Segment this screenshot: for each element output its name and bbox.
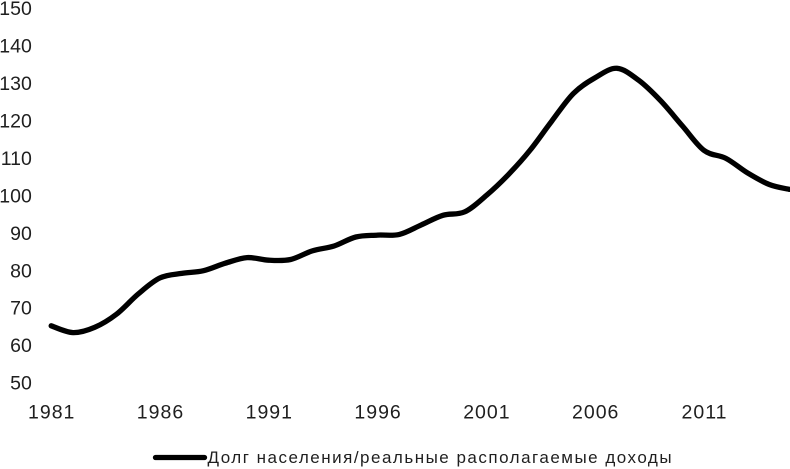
svg-text:120: 120 xyxy=(0,110,32,132)
svg-text:100: 100 xyxy=(0,185,32,207)
svg-text:110: 110 xyxy=(1,148,32,170)
svg-text:2001: 2001 xyxy=(463,402,510,424)
svg-text:70: 70 xyxy=(10,298,32,320)
svg-text:1981: 1981 xyxy=(28,402,75,424)
svg-text:2006: 2006 xyxy=(572,402,619,424)
svg-text:1986: 1986 xyxy=(137,402,184,424)
svg-text:130: 130 xyxy=(0,73,32,95)
svg-text:60: 60 xyxy=(10,335,32,357)
svg-text:50: 50 xyxy=(10,373,32,395)
svg-text:140: 140 xyxy=(0,35,32,57)
svg-text:90: 90 xyxy=(10,223,32,245)
svg-text:80: 80 xyxy=(10,260,32,282)
svg-text:1996: 1996 xyxy=(354,402,401,424)
svg-text:150: 150 xyxy=(0,0,32,20)
svg-text:2011: 2011 xyxy=(682,402,728,424)
svg-text:Долг населения/реальные распол: Долг населения/реальные располагаемые до… xyxy=(208,448,674,467)
svg-text:1991: 1991 xyxy=(246,402,293,424)
